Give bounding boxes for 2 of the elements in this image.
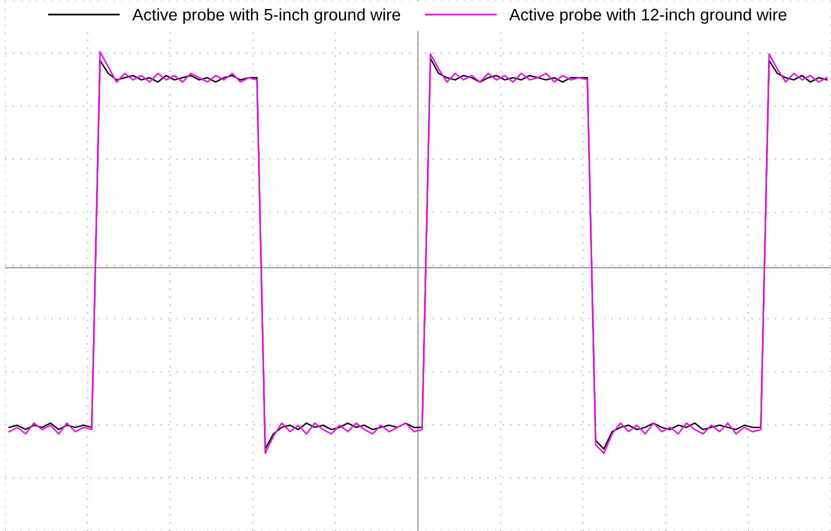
legend-label: Active probe with 12-inch ground wire: [509, 8, 786, 24]
legend-label: Active probe with 5-inch ground wire: [132, 8, 400, 24]
